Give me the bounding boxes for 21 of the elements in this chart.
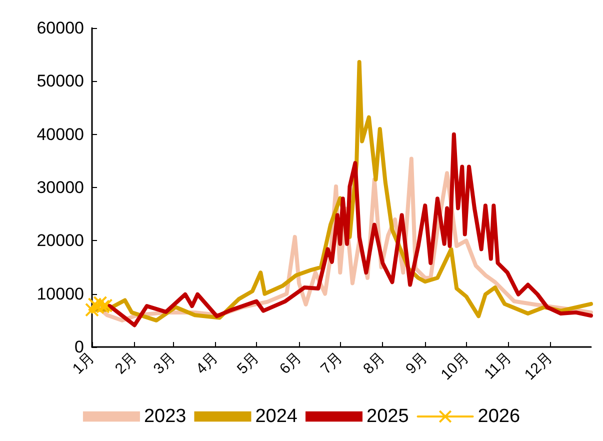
x-tick-label: 3月	[150, 348, 179, 378]
x-tick-label: 7月	[318, 348, 346, 378]
legend-label: 2025	[366, 406, 409, 427]
y-tick-label: 60000	[36, 18, 84, 38]
x-tick-label: 11月	[481, 348, 515, 383]
y-tick-label: 10000	[36, 284, 84, 304]
legend-label: 2026	[478, 406, 520, 427]
y-tick-label: 30000	[36, 178, 84, 197]
y-tick-label: 50000	[36, 72, 84, 91]
x-tick-label: 6月	[276, 348, 306, 378]
y-tick-label: 20000	[36, 231, 84, 250]
x-tick-label: 8月	[360, 348, 389, 378]
x-tick-label: 4月	[192, 348, 222, 378]
y-tick-label: 40000	[36, 124, 84, 144]
legend-label: 2024	[255, 406, 298, 427]
x-tick-label: 10月	[438, 348, 472, 384]
legend-label: 2023	[144, 406, 186, 427]
x-tick-label: 5月	[234, 348, 263, 378]
x-tick-label: 2月	[112, 348, 141, 378]
x-tick-label: 12月	[521, 348, 556, 384]
x-tick-label: 9月	[402, 348, 432, 378]
